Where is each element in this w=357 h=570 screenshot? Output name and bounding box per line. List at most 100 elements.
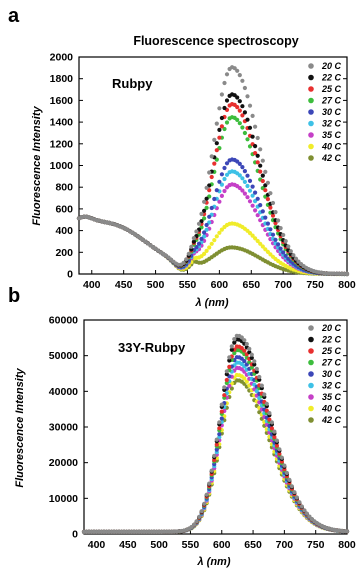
- data-point: [219, 416, 224, 421]
- data-point: [247, 231, 253, 236]
- data-point: [299, 504, 304, 509]
- data-point: [247, 103, 253, 108]
- data-point: [293, 256, 299, 261]
- data-point: [263, 215, 268, 220]
- data-point: [258, 147, 263, 152]
- panel-a-data: [76, 65, 350, 277]
- data-point: [222, 176, 227, 182]
- series-25-c: [76, 102, 350, 277]
- data-point: [270, 200, 276, 206]
- y-tick-label: 800: [55, 182, 73, 194]
- data-point: [224, 120, 230, 125]
- data-point: [235, 68, 240, 73]
- data-point: [191, 239, 196, 244]
- data-point: [237, 99, 242, 104]
- data-point: [283, 253, 288, 258]
- data-point: [181, 260, 186, 265]
- data-point: [237, 185, 242, 191]
- data-point: [239, 335, 244, 340]
- data-point: [202, 251, 207, 256]
- data-point: [227, 383, 232, 388]
- data-point: [272, 429, 277, 434]
- data-point: [194, 519, 199, 524]
- legend-label: 22 C: [321, 335, 342, 345]
- data-point: [247, 199, 253, 204]
- data-point: [224, 72, 230, 77]
- legend-label: 30 C: [322, 369, 342, 379]
- series-20-c: [76, 65, 350, 277]
- legend-item: 20 C: [308, 61, 342, 71]
- data-point: [232, 340, 237, 345]
- data-point: [222, 385, 227, 390]
- data-point: [268, 227, 273, 232]
- data-point: [202, 208, 207, 213]
- data-point: [262, 392, 267, 397]
- data-point: [222, 126, 227, 132]
- data-point: [279, 455, 284, 460]
- data-point: [273, 210, 278, 215]
- data-point: [274, 443, 279, 448]
- data-point: [222, 393, 227, 398]
- x-tick-label: 400: [88, 539, 106, 551]
- data-point: [227, 358, 232, 363]
- data-point: [288, 249, 293, 254]
- data-point: [272, 435, 277, 440]
- y-tick-label: 1400: [50, 117, 74, 129]
- legend-label: 32 C: [322, 381, 342, 391]
- data-point: [253, 124, 258, 129]
- data-point: [253, 151, 258, 156]
- data-point: [289, 484, 294, 489]
- legend-label: 20 C: [321, 323, 342, 333]
- data-point: [283, 239, 288, 244]
- data-point: [257, 410, 262, 415]
- data-point: [219, 172, 224, 177]
- data-point: [240, 125, 245, 130]
- legend-item: 22 C: [308, 73, 342, 83]
- panel-b: b 0 10000 20000 30000 40000 50000 60000 400 450…: [8, 285, 356, 568]
- data-point: [263, 247, 268, 252]
- data-point: [267, 417, 272, 422]
- data-point: [260, 244, 265, 249]
- data-point: [260, 209, 265, 214]
- data-point: [240, 78, 245, 83]
- data-point: [207, 220, 212, 225]
- data-point: [277, 451, 282, 456]
- data-point: [237, 73, 242, 78]
- data-point: [259, 383, 264, 388]
- data-point: [277, 447, 282, 452]
- data-point: [232, 337, 237, 342]
- data-point: [276, 242, 281, 247]
- data-point: [294, 495, 299, 500]
- data-point: [202, 230, 207, 235]
- data-point: [255, 196, 260, 201]
- legend-label: 25 C: [321, 346, 342, 356]
- legend-label: 35 C: [322, 392, 342, 402]
- x-tick-label: 800: [338, 539, 356, 551]
- y-tick-label: 1200: [50, 138, 74, 150]
- data-point: [194, 229, 199, 234]
- data-point: [344, 271, 350, 277]
- data-point: [263, 183, 268, 188]
- legend-marker: [308, 109, 314, 115]
- y-tick-label: 0: [72, 529, 78, 541]
- data-point: [269, 420, 274, 425]
- data-point: [302, 508, 307, 513]
- legend-item: 25 C: [308, 84, 342, 94]
- x-tick-label: 650: [244, 539, 262, 551]
- data-point: [196, 221, 202, 226]
- data-point: [270, 213, 276, 218]
- data-point: [207, 481, 212, 486]
- data-point: [184, 257, 189, 262]
- data-point: [245, 117, 250, 122]
- x-tick-label: 750: [306, 279, 324, 291]
- data-point: [207, 170, 212, 175]
- data-point: [258, 163, 263, 168]
- panel-a: a Fluorescence spectroscopy 0 200 400 600 80…: [8, 5, 356, 309]
- data-point: [297, 500, 302, 505]
- legend-label: 20 C: [321, 61, 342, 71]
- panel-b-x-axis-label: λ (nm): [197, 556, 231, 568]
- data-point: [219, 227, 224, 232]
- data-point: [242, 179, 247, 184]
- series-20-c: [81, 333, 350, 535]
- data-point: [249, 355, 254, 360]
